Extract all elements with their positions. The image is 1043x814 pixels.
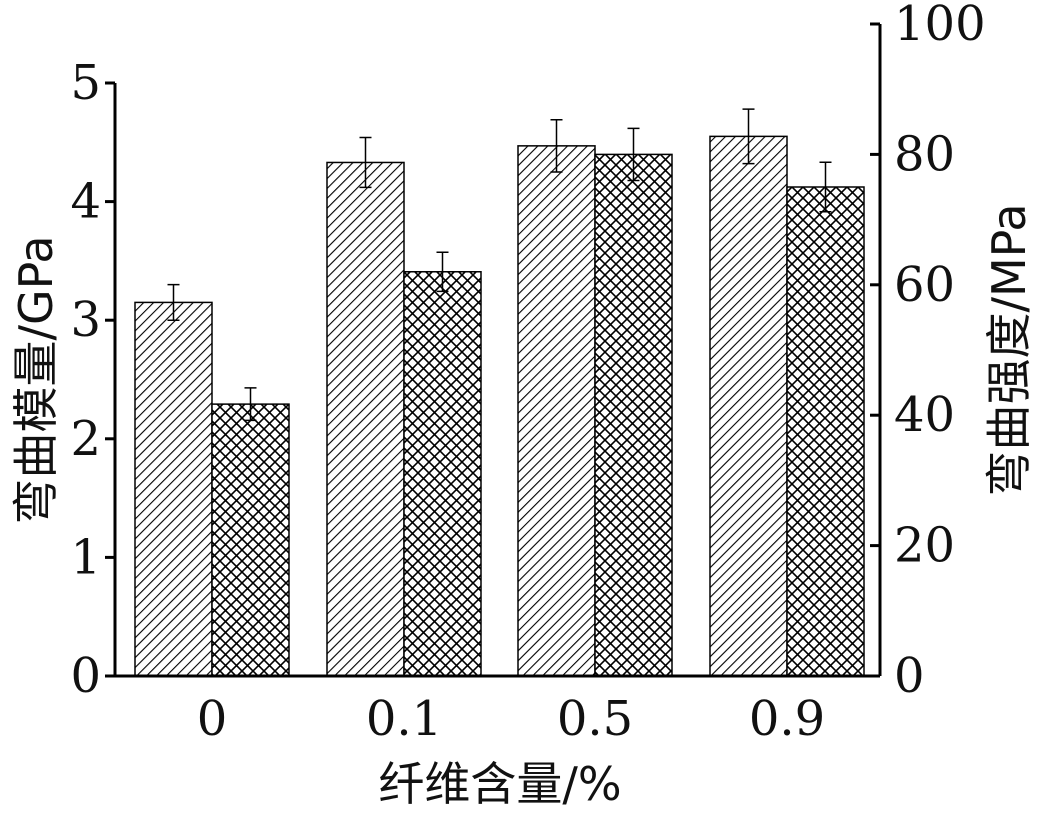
bar-strength-0.5 [594,153,673,677]
bar-modulus-0.9 [709,135,788,677]
error-bars-layer [167,108,832,422]
error-bar-strength-0.9 [819,161,832,213]
error-bar-modulus-0.9 [742,108,755,165]
x-axis-title: 纤维含量/% [378,757,621,811]
error-bar-strength-0.5 [627,127,640,182]
right-y-tick-label: 80 [894,126,955,182]
right-y-tick-label: 40 [894,387,955,443]
x-tick-label: 0.1 [366,691,442,747]
x-tick-label: 0.9 [749,691,825,747]
left-y-tick-label: 2 [70,411,101,467]
x-tick-label: 0 [197,691,228,747]
bars-layer [134,135,865,677]
error-bar-strength-0.1 [436,251,449,293]
bar-modulus-0 [134,301,213,677]
error-bar-strength-0 [244,387,257,422]
bar-strength-0.9 [786,186,865,677]
right-y-axis-title: 弯曲强度/MPa [982,203,1036,496]
error-bar-modulus-0.5 [550,119,563,173]
right-y-tick-label: 20 [894,518,955,574]
error-bar-modulus-0.1 [359,136,372,189]
left-y-tick-label: 4 [70,174,101,230]
left-y-tick-label: 3 [70,292,101,348]
left-y-axis-title: 弯曲模量/GPa [9,235,63,524]
left-y-tick-label: 1 [70,529,101,585]
bar-strength-0 [211,403,290,677]
left-y-tick-label: 5 [70,55,101,111]
right-y-tick-label: 0 [894,648,925,704]
right-y-tick-label: 100 [894,0,986,52]
bar-strength-0.1 [403,271,482,677]
bar-modulus-0.5 [517,145,596,677]
error-bar-modulus-0 [167,283,180,321]
right-y-tick-label: 60 [894,257,955,313]
x-tick-label: 0.5 [557,691,633,747]
bar-modulus-0.1 [326,161,405,677]
left-y-tick-label: 0 [70,648,101,704]
ticks-layer: 0 1 2 3 4 5 0 20 40 60 80 100 0 0.1 0.5 0.9 [70,0,985,747]
